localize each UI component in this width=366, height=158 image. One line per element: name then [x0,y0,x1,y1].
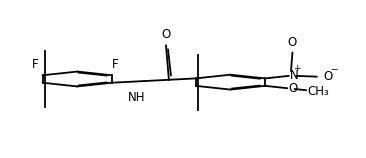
Text: +: + [293,64,300,73]
Text: −: − [330,65,337,74]
Text: F: F [32,58,38,71]
Text: O: O [161,28,171,41]
Text: O: O [324,70,333,83]
Text: O: O [289,82,298,95]
Text: N: N [290,69,299,82]
Text: O: O [288,36,297,49]
Text: F: F [112,58,118,71]
Text: CH₃: CH₃ [308,85,329,97]
Text: NH: NH [128,91,146,104]
